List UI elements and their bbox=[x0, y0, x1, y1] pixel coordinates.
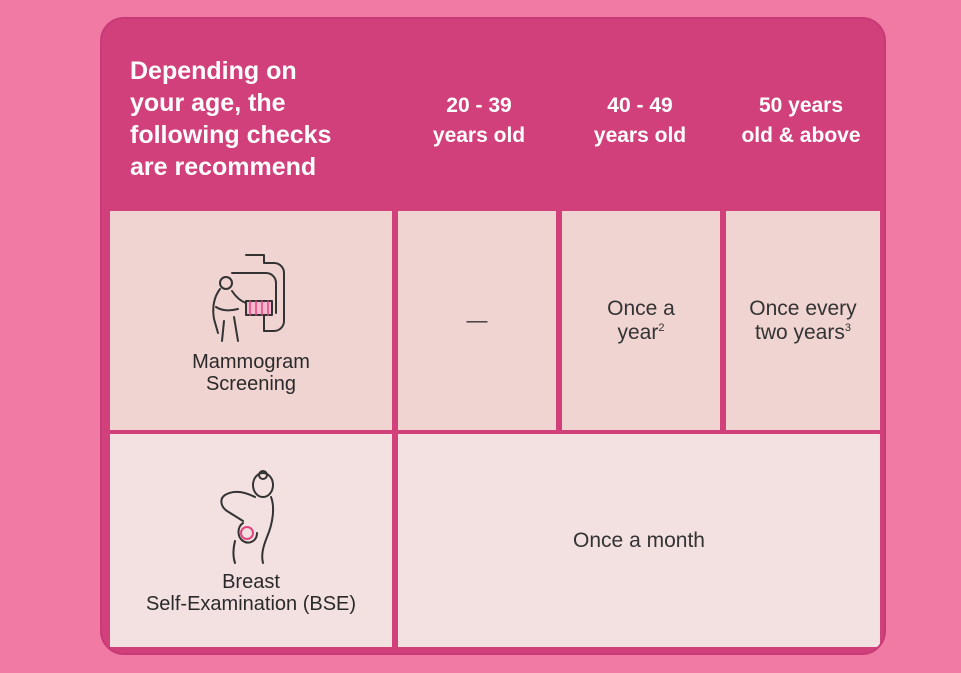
age-group-50-above: 50 years old & above bbox=[741, 94, 861, 147]
recommendation-table: Depending on your age, the following che… bbox=[100, 17, 886, 655]
mammogram-label-cell: Mammogram Screening bbox=[110, 211, 392, 430]
bse-label-cell: Breast Self-Examination (BSE) bbox=[110, 434, 392, 647]
intro-heading: Depending on your age, the following che… bbox=[130, 57, 332, 181]
mammogram-label: Mammogram Screening bbox=[192, 350, 310, 395]
mammogram-20-39-value: — bbox=[466, 308, 488, 332]
self-exam-icon bbox=[220, 469, 275, 564]
mammogram-40-49-value: Once a year2 bbox=[607, 296, 675, 344]
bse-frequency-value: Once a month bbox=[573, 528, 705, 552]
footnote-2: 2 bbox=[658, 321, 665, 334]
age-group-20-39: 20 - 39 years old bbox=[432, 94, 526, 147]
mammogram-20-39-cell: — bbox=[398, 211, 556, 430]
mammogram-machine-icon bbox=[212, 253, 285, 342]
footnote-3: 3 bbox=[844, 321, 851, 334]
age-group-40-49: 40 - 49 years old bbox=[593, 94, 687, 147]
table-header: Depending on your age, the following che… bbox=[102, 19, 884, 209]
mammogram-40-49-cell: Once a year2 bbox=[562, 211, 720, 430]
mammogram-50-above-cell: Once every two years3 bbox=[726, 211, 880, 430]
mammogram-50-above-value: Once every two years3 bbox=[749, 296, 857, 344]
bse-frequency-cell: Once a month bbox=[398, 434, 880, 647]
bse-label: Breast Self-Examination (BSE) bbox=[145, 570, 357, 615]
